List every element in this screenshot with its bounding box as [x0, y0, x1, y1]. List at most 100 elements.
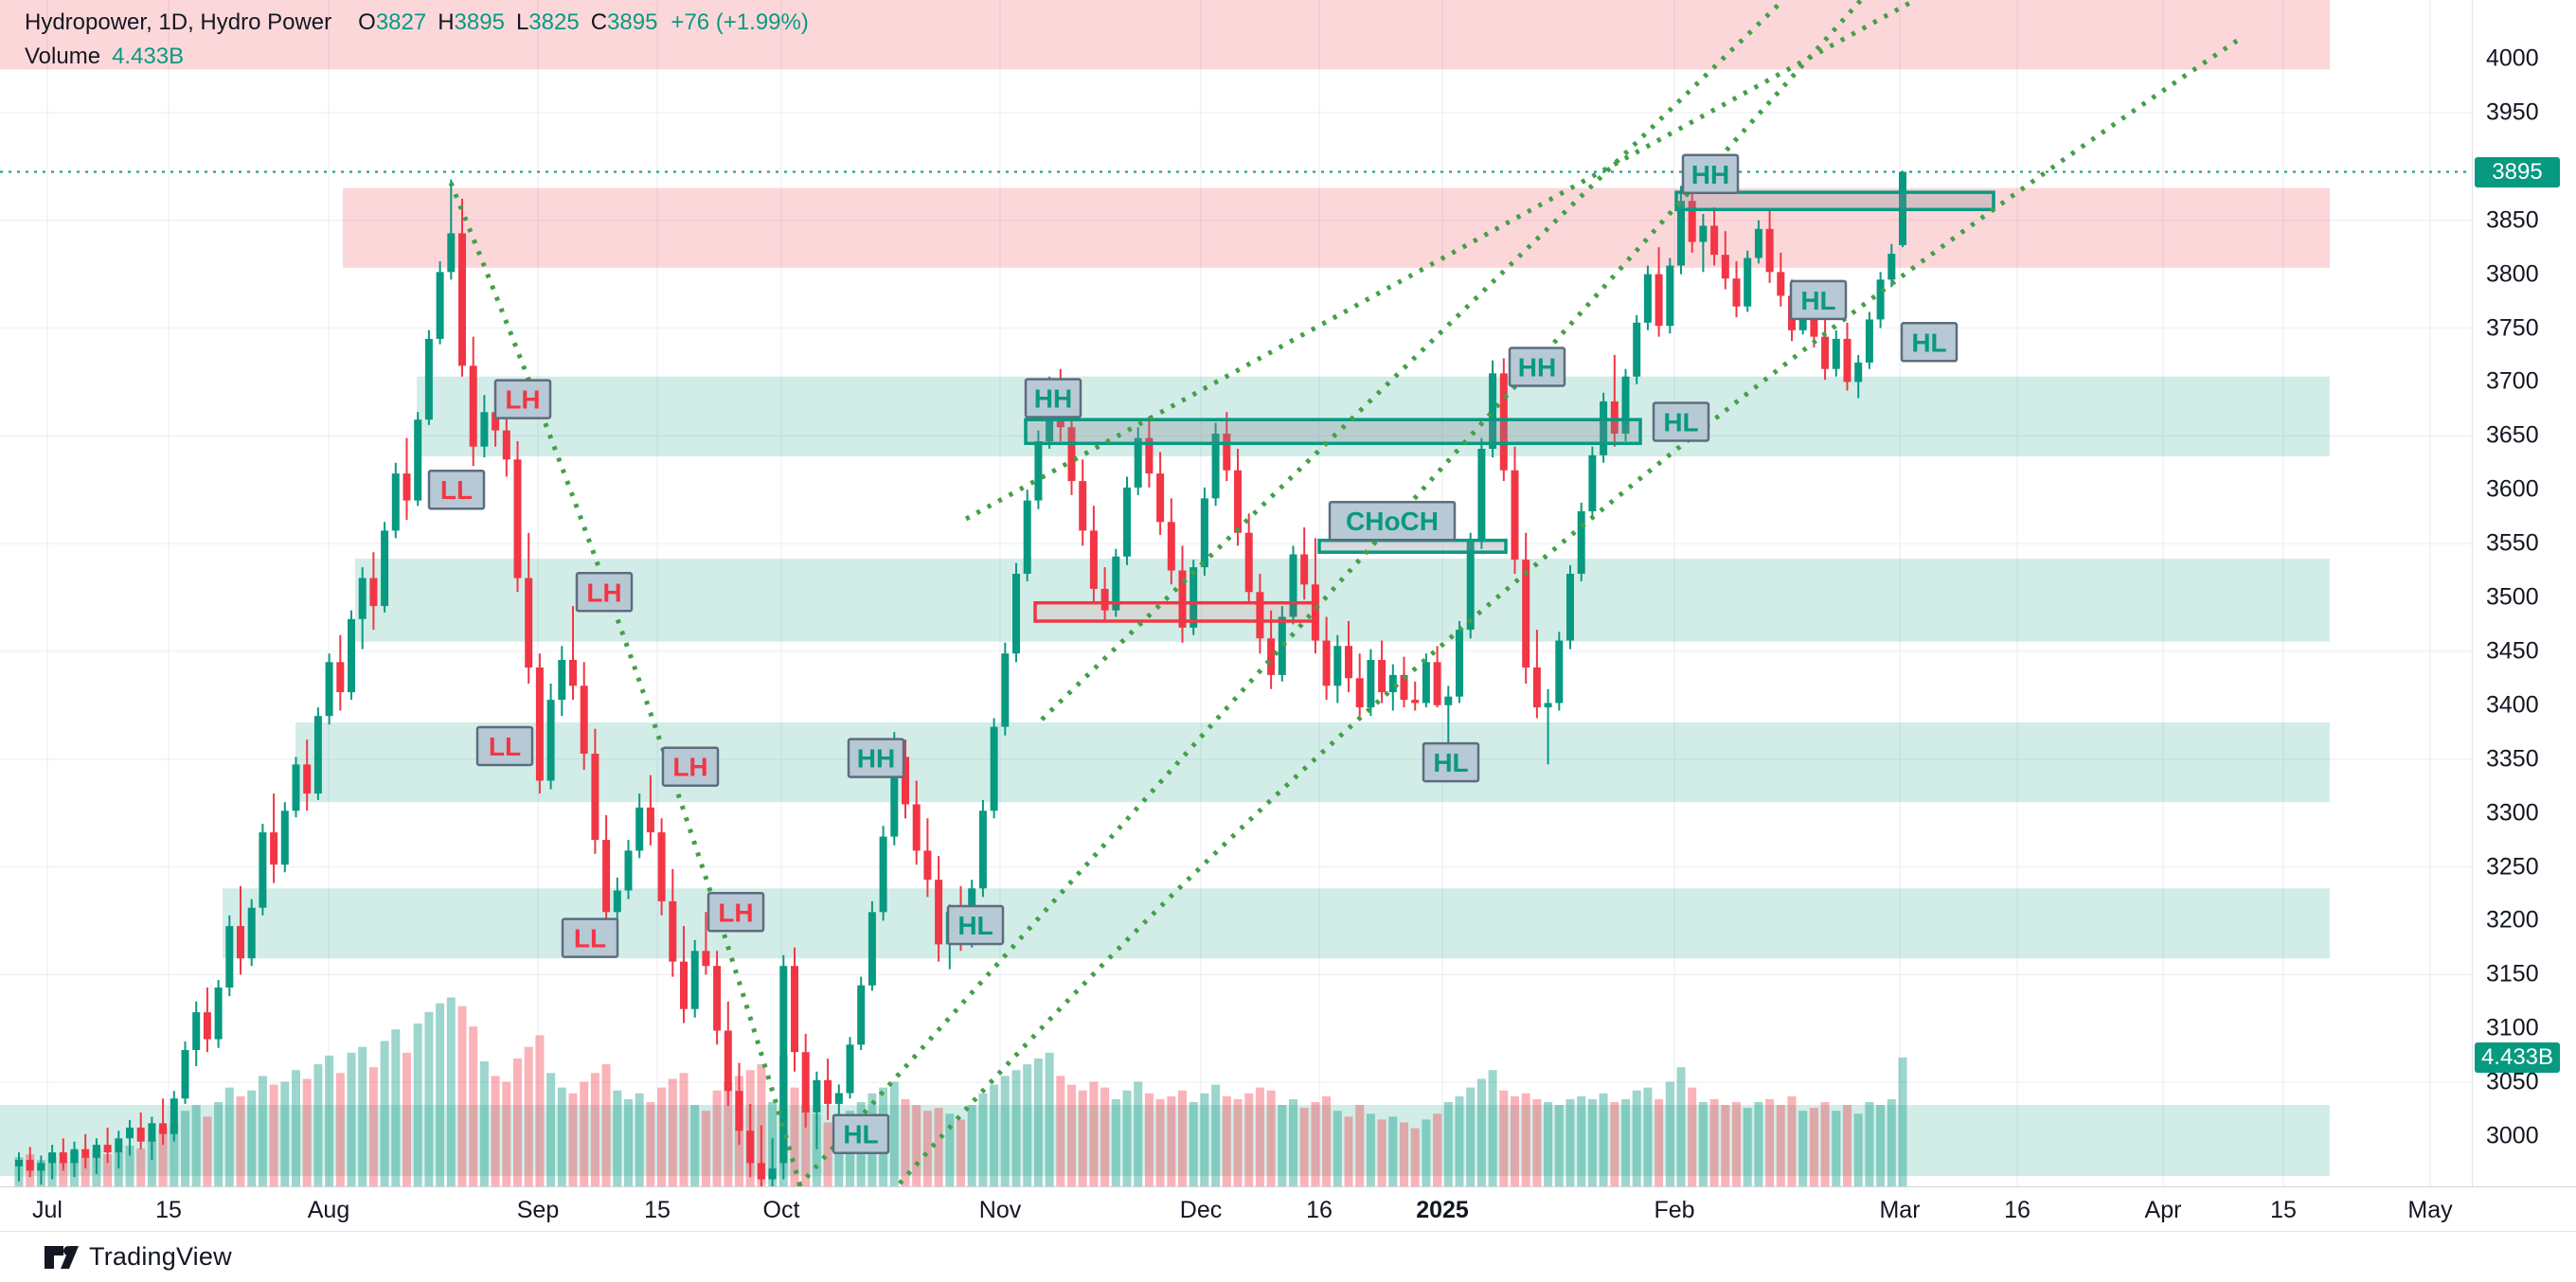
candle	[1378, 640, 1386, 703]
candle-body	[1345, 646, 1352, 679]
candle-body	[381, 530, 389, 607]
swing-label-box	[946, 904, 1005, 946]
candle-body	[270, 832, 278, 865]
candle-body	[1710, 225, 1719, 256]
volume-bar	[1754, 1101, 1763, 1186]
volume-bar	[1610, 1101, 1619, 1186]
demand-zone	[223, 888, 2330, 959]
candle	[237, 886, 244, 975]
time-tick-label: 15	[2270, 1197, 2297, 1223]
swing-label-lh: LH	[661, 746, 720, 787]
candle	[1311, 538, 1319, 654]
candle-body	[1145, 437, 1154, 474]
candle	[1023, 490, 1031, 581]
volume-bar	[1554, 1105, 1564, 1186]
candle-body	[1588, 454, 1597, 511]
candle	[447, 179, 456, 280]
swing-label-text: LH	[718, 898, 753, 927]
volume-bar	[1599, 1093, 1608, 1186]
volume-bar	[690, 1105, 700, 1186]
time-tick-label: May	[2407, 1197, 2453, 1223]
candle-body	[591, 754, 599, 840]
candle	[26, 1147, 34, 1178]
demand-zone	[295, 722, 2330, 803]
volume-bar	[724, 1081, 733, 1186]
candle	[480, 395, 489, 458]
candle	[81, 1133, 90, 1169]
volume-bar	[1511, 1095, 1519, 1186]
swing-label-lh: LH	[575, 572, 634, 613]
volume-bar	[1410, 1128, 1420, 1186]
candle-body	[1876, 279, 1885, 320]
volume-bar	[1167, 1095, 1176, 1186]
price-axis[interactable]: 4000 3950 3850 3800 3750 3700 3650 3600 3550 3500…	[2472, 0, 2576, 1186]
candle	[325, 653, 333, 725]
candle	[59, 1138, 67, 1171]
candle-body	[225, 926, 234, 988]
candle	[348, 610, 355, 701]
volume-bar	[1067, 1084, 1076, 1186]
trendlines-layer	[448, 0, 2239, 1186]
volume-bar	[203, 1116, 212, 1186]
candle-body	[1522, 560, 1530, 668]
candle-body	[1190, 567, 1198, 628]
candle	[535, 653, 544, 794]
candle-body	[313, 716, 322, 794]
candle	[115, 1131, 123, 1169]
candle	[1566, 564, 1574, 650]
volume-bar	[391, 1029, 401, 1186]
volume-bar	[424, 1011, 434, 1186]
candle-body	[868, 912, 876, 986]
volume-bar	[1366, 1113, 1375, 1186]
swing-label-text: HL	[1911, 328, 1946, 357]
candle	[1887, 243, 1896, 288]
volume-bar	[80, 1157, 90, 1186]
candle	[591, 728, 599, 854]
candle	[136, 1113, 145, 1149]
swing-label-text: HL	[843, 1120, 878, 1149]
swing-label-hh: HH	[1508, 347, 1566, 387]
volume-bar	[1798, 1111, 1808, 1186]
candle-body	[1400, 674, 1408, 701]
price-tick-label: 3350	[2486, 745, 2539, 773]
volume-bar	[646, 1101, 655, 1186]
volume-bar	[1621, 1098, 1630, 1186]
price-tick-label: 3550	[2486, 529, 2539, 557]
candle	[1677, 186, 1685, 275]
volume-bar	[358, 1046, 367, 1186]
volume-bar	[922, 1111, 932, 1186]
candle	[402, 437, 411, 521]
candle-body	[1444, 696, 1453, 705]
volume-bar	[557, 1087, 566, 1186]
candle-body	[1289, 554, 1297, 617]
candle-body	[1677, 201, 1685, 266]
price-tick-label: 3500	[2486, 583, 2539, 611]
volume-bar	[967, 1105, 976, 1186]
candle	[1001, 642, 1010, 736]
candle-body	[148, 1123, 156, 1142]
tradingview-logo-link[interactable]: TradingView	[44, 1242, 232, 1272]
time-axis[interactable]: Jul 15 Aug Sep 15 Oct Nov Dec 16 2025 Feb Mar 16 Apr 1…	[0, 1186, 2576, 1232]
candle	[469, 336, 477, 467]
time-tick-label: 15	[155, 1197, 182, 1223]
symbol-title[interactable]: Hydropower, 1D, Hydro Power	[25, 9, 332, 35]
volume-bar	[624, 1098, 633, 1186]
candle	[735, 1062, 743, 1146]
volume-bar	[790, 1087, 799, 1186]
candle-body	[414, 419, 422, 501]
candle	[170, 1091, 178, 1142]
volume-bar	[1587, 1098, 1597, 1186]
candle	[690, 939, 699, 1018]
candle-body	[569, 660, 577, 686]
swing-label-hl: HL	[1900, 322, 1959, 363]
volume-bar	[158, 1128, 168, 1186]
candle	[1089, 506, 1098, 603]
candle-body	[126, 1127, 134, 1139]
candle-body	[680, 961, 688, 1009]
swing-label-box	[1024, 378, 1082, 418]
candle-body	[159, 1123, 168, 1134]
swing-label-text: HH	[1518, 353, 1556, 383]
candle-body	[1411, 700, 1420, 703]
candle	[791, 947, 798, 1072]
